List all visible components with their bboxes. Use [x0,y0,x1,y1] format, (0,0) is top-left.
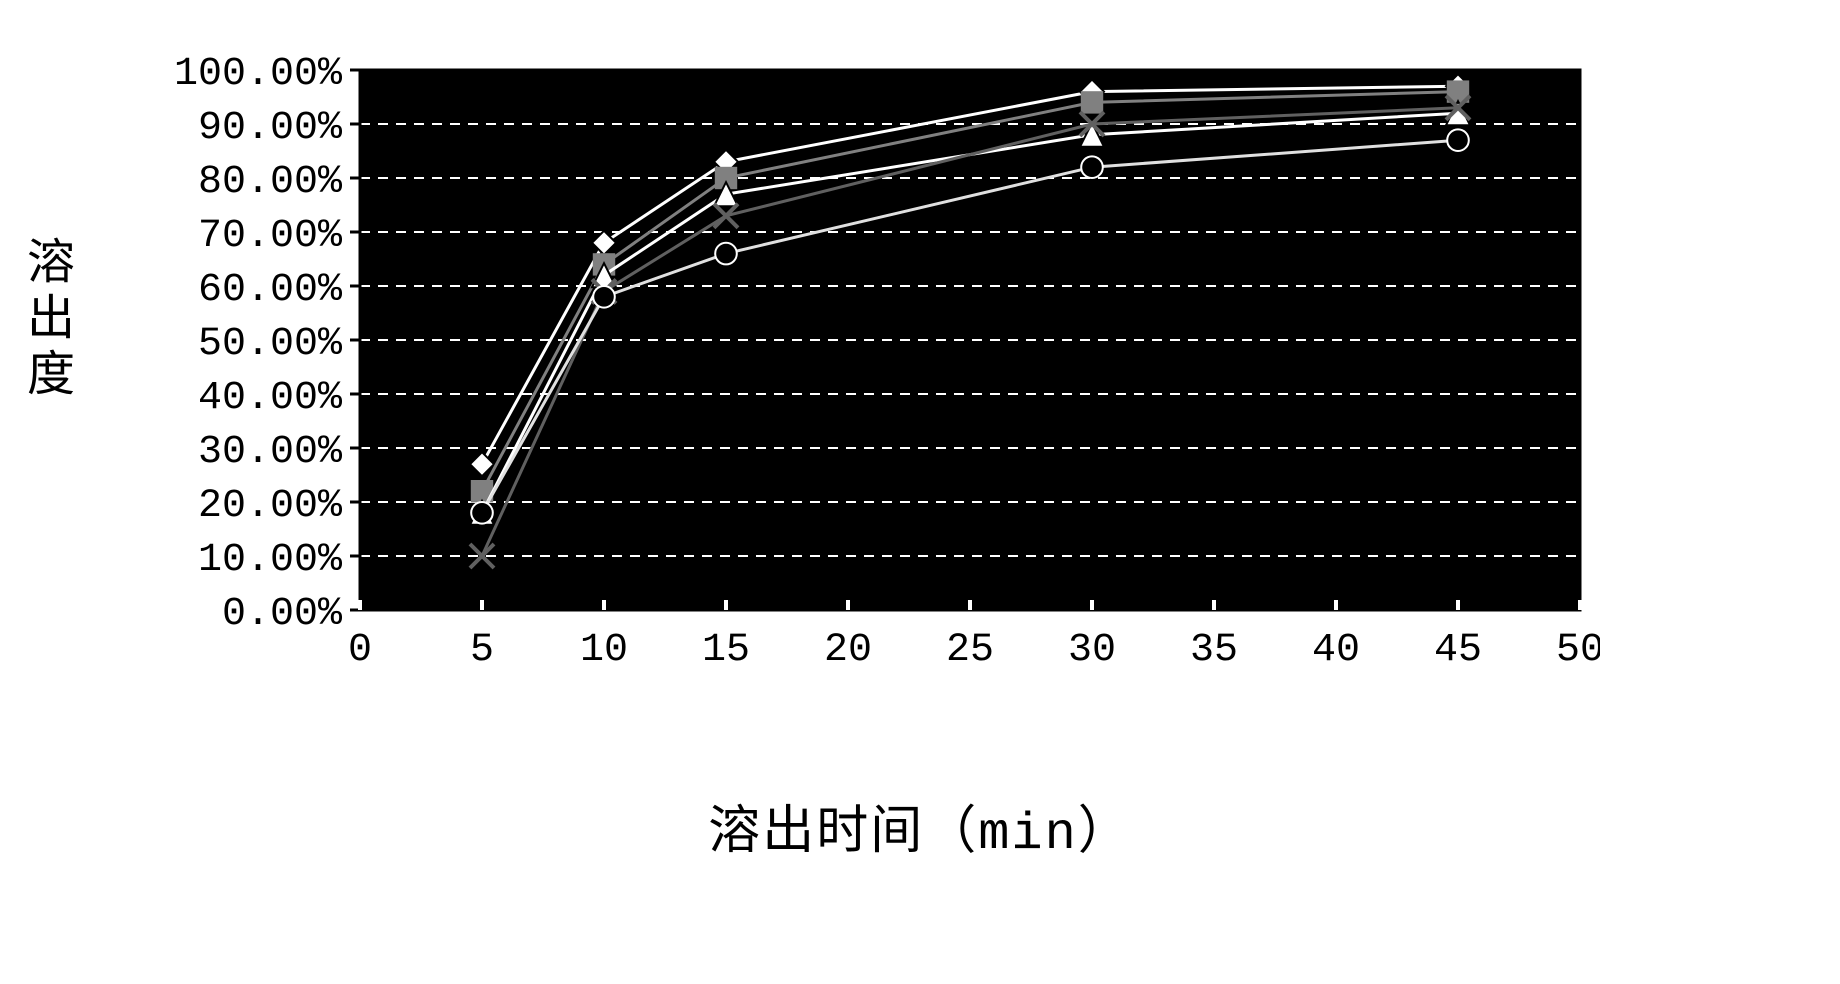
y-tick-label: 80.00% [198,160,343,205]
marker-circle [715,243,737,265]
y-tick-label: 90.00% [198,106,343,151]
y-tick-label: 70.00% [198,214,343,259]
y-tick-label: 50.00% [198,322,343,367]
x-tick-label: 35 [1190,628,1238,673]
y-tick-label: 20.00% [198,484,343,529]
marker-circle [593,286,615,308]
x-tick-label: 50 [1556,628,1600,673]
y-tick-label: 60.00% [198,268,343,313]
x-tick-label: 10 [580,628,628,673]
chart-svg: 0.00% 10.00% 20.00% 30.00% 40.00% 50.00% 60.00… [80,20,1600,840]
marker-circle [1447,129,1469,151]
marker-square [1082,92,1102,112]
x-tick-label: 30 [1068,628,1116,673]
x-tick-label: 5 [470,628,494,673]
marker-circle [471,502,493,524]
x-tick-label: 15 [702,628,750,673]
y-tick-label: 100.00% [174,52,343,97]
x-axis-title: 溶出时间（min） [0,788,1840,864]
x-tick-label: 25 [946,628,994,673]
y-tick-label: 0.00% [222,592,343,637]
y-tick-label: 30.00% [198,430,343,475]
x-tick-label: 45 [1434,628,1482,673]
x-tick-label: 20 [824,628,872,673]
y-tick-label: 10.00% [198,538,343,583]
x-tick-label: 0 [348,628,372,673]
chart-outer: 0.00% 10.00% 20.00% 30.00% 40.00% 50.00% 60.00… [80,20,1600,840]
y-tick-label: 40.00% [198,376,343,421]
marker-circle [1081,156,1103,178]
x-tick-label: 40 [1312,628,1360,673]
y-axis-title: 溶出度 [10,236,80,404]
